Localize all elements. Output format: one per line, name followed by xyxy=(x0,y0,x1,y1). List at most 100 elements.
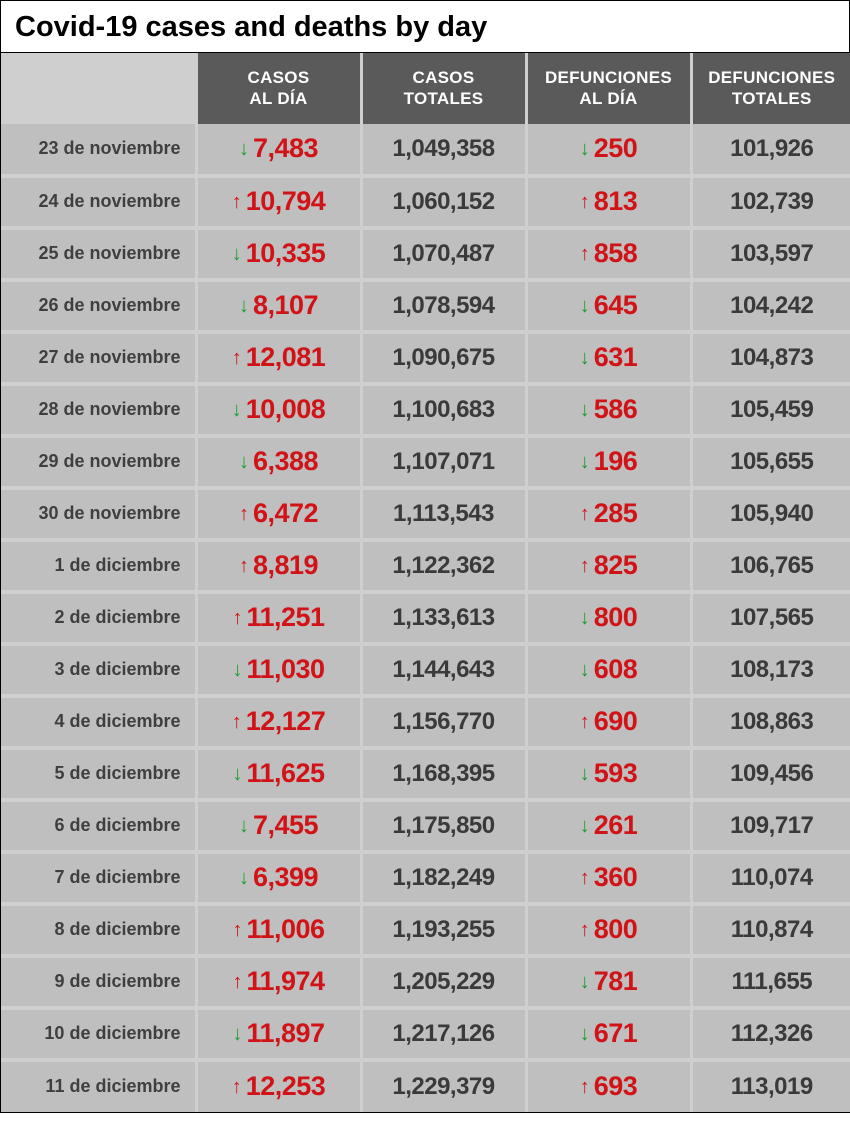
deaths-total-value: 108,173 xyxy=(730,656,813,683)
arrow-up-icon: ↑ xyxy=(232,1076,242,1099)
date-cell: 26 de noviembre xyxy=(1,280,196,332)
cases-total-cell: 1,182,249 xyxy=(361,852,526,904)
deaths-daily-value: 586 xyxy=(594,394,638,424)
deaths-daily-cell: ↓196 xyxy=(526,436,691,488)
deaths-daily-value: 261 xyxy=(594,810,638,840)
cases-daily-value: 12,081 xyxy=(246,342,326,372)
cases-total-cell: 1,090,675 xyxy=(361,332,526,384)
cases-total-cell: 1,133,613 xyxy=(361,592,526,644)
cases-daily-cell: ↑12,127 xyxy=(196,696,361,748)
header-cases-daily: CASOS AL DÍA xyxy=(196,53,361,124)
cases-total-value: 1,113,543 xyxy=(393,500,494,527)
cases-daily-cell: ↓10,335 xyxy=(196,228,361,280)
cases-daily-cell: ↑12,253 xyxy=(196,1060,361,1112)
cases-daily-value: 12,253 xyxy=(246,1071,326,1101)
cases-daily-value: 11,251 xyxy=(246,602,324,632)
deaths-total-value: 110,074 xyxy=(731,864,813,891)
header-label: TOTALES xyxy=(732,89,812,108)
table-row: 11 de diciembre↑12,2531,229,379↑693113,0… xyxy=(1,1060,850,1112)
deaths-total-value: 109,456 xyxy=(730,760,813,787)
date-cell: 9 de diciembre xyxy=(1,956,196,1008)
deaths-daily-value: 690 xyxy=(594,706,638,736)
table-row: 30 de noviembre↑6,4721,113,543↑285105,94… xyxy=(1,488,850,540)
date-cell: 7 de diciembre xyxy=(1,852,196,904)
deaths-total-value: 109,717 xyxy=(730,812,813,839)
deaths-daily-cell: ↑813 xyxy=(526,176,691,228)
header-label: CASOS xyxy=(248,68,310,87)
cases-total-cell: 1,229,379 xyxy=(361,1060,526,1112)
cases-total-value: 1,229,379 xyxy=(392,1073,494,1100)
deaths-daily-cell: ↓261 xyxy=(526,800,691,852)
arrow-down-icon: ↓ xyxy=(232,763,242,786)
cases-total-value: 1,122,362 xyxy=(392,552,494,579)
deaths-daily-cell: ↓250 xyxy=(526,124,691,176)
arrow-up-icon: ↑ xyxy=(580,503,590,526)
cases-total-cell: 1,122,362 xyxy=(361,540,526,592)
date-cell: 24 de noviembre xyxy=(1,176,196,228)
deaths-total-value: 110,874 xyxy=(731,916,813,943)
date-cell: 11 de diciembre xyxy=(1,1060,196,1112)
cases-daily-value: 12,127 xyxy=(246,706,326,736)
arrow-down-icon: ↓ xyxy=(232,659,242,682)
deaths-total-value: 104,242 xyxy=(730,292,813,319)
arrow-down-icon: ↓ xyxy=(580,295,590,318)
arrow-down-icon: ↓ xyxy=(580,1023,590,1046)
page-title: Covid-19 cases and deaths by day xyxy=(15,11,835,44)
cases-total-value: 1,205,229 xyxy=(392,968,494,995)
deaths-total-value: 106,765 xyxy=(730,552,813,579)
arrow-down-icon: ↓ xyxy=(232,1023,242,1046)
arrow-down-icon: ↓ xyxy=(580,815,590,838)
table-row: 24 de noviembre↑10,7941,060,152↑813102,7… xyxy=(1,176,850,228)
deaths-total-cell: 108,863 xyxy=(691,696,850,748)
deaths-daily-value: 693 xyxy=(594,1071,638,1101)
covid-table: CASOS AL DÍA CASOS TOTALES DEFUNCIONES A… xyxy=(1,53,850,1112)
deaths-daily-value: 781 xyxy=(594,966,638,996)
cases-total-cell: 1,205,229 xyxy=(361,956,526,1008)
table-body: 23 de noviembre↓7,4831,049,358↓250101,92… xyxy=(1,124,850,1112)
deaths-total-cell: 109,456 xyxy=(691,748,850,800)
deaths-daily-cell: ↑693 xyxy=(526,1060,691,1112)
cases-total-value: 1,144,643 xyxy=(392,656,494,683)
arrow-down-icon: ↓ xyxy=(239,138,249,161)
deaths-daily-value: 813 xyxy=(594,186,638,216)
header-deaths-daily: DEFUNCIONES AL DÍA xyxy=(526,53,691,124)
date-cell: 28 de noviembre xyxy=(1,384,196,436)
table-row: 9 de diciembre↑11,9741,205,229↓781111,65… xyxy=(1,956,850,1008)
cases-daily-cell: ↑11,006 xyxy=(196,904,361,956)
cases-daily-value: 6,388 xyxy=(253,446,318,476)
deaths-daily-cell: ↓586 xyxy=(526,384,691,436)
cases-daily-value: 8,107 xyxy=(253,290,318,320)
arrow-up-icon: ↑ xyxy=(580,711,590,734)
deaths-daily-value: 858 xyxy=(594,238,638,268)
deaths-total-cell: 104,873 xyxy=(691,332,850,384)
date-cell: 1 de diciembre xyxy=(1,540,196,592)
arrow-down-icon: ↓ xyxy=(232,399,242,422)
deaths-daily-cell: ↓631 xyxy=(526,332,691,384)
deaths-total-cell: 104,242 xyxy=(691,280,850,332)
page-container: Covid-19 cases and deaths by day CASOS A… xyxy=(0,0,850,1113)
date-cell: 29 de noviembre xyxy=(1,436,196,488)
deaths-daily-cell: ↑800 xyxy=(526,904,691,956)
cases-daily-cell: ↓10,008 xyxy=(196,384,361,436)
deaths-daily-cell: ↑690 xyxy=(526,696,691,748)
date-cell: 2 de diciembre xyxy=(1,592,196,644)
header-cases-total: CASOS TOTALES xyxy=(361,53,526,124)
cases-daily-value: 11,625 xyxy=(246,758,324,788)
date-cell: 4 de diciembre xyxy=(1,696,196,748)
cases-total-cell: 1,078,594 xyxy=(361,280,526,332)
cases-daily-value: 6,472 xyxy=(253,498,318,528)
cases-daily-cell: ↓7,483 xyxy=(196,124,361,176)
deaths-total-cell: 105,459 xyxy=(691,384,850,436)
table-wrap: CASOS AL DÍA CASOS TOTALES DEFUNCIONES A… xyxy=(1,53,849,1112)
deaths-total-value: 112,326 xyxy=(731,1020,813,1047)
cases-total-cell: 1,217,126 xyxy=(361,1008,526,1060)
cases-daily-cell: ↓7,455 xyxy=(196,800,361,852)
date-cell: 3 de diciembre xyxy=(1,644,196,696)
table-header: CASOS AL DÍA CASOS TOTALES DEFUNCIONES A… xyxy=(1,53,850,124)
deaths-total-cell: 110,874 xyxy=(691,904,850,956)
arrow-up-icon: ↑ xyxy=(239,503,249,526)
deaths-total-cell: 110,074 xyxy=(691,852,850,904)
cases-daily-cell: ↑11,251 xyxy=(196,592,361,644)
cases-daily-cell: ↓11,897 xyxy=(196,1008,361,1060)
cases-total-value: 1,107,071 xyxy=(392,448,494,475)
